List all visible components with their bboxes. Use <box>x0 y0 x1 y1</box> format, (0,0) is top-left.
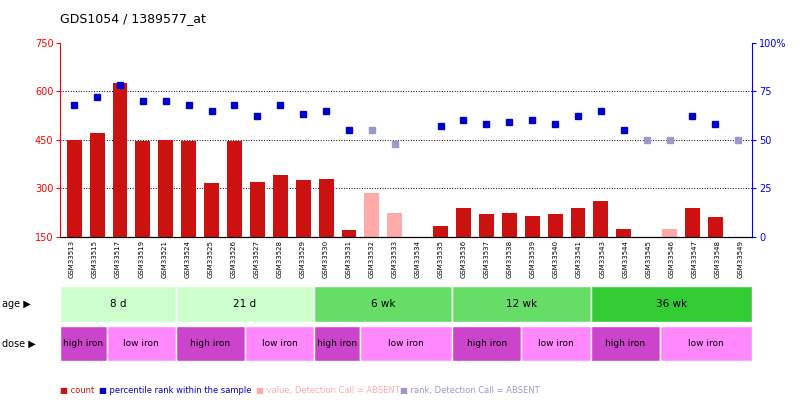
Text: GSM33539: GSM33539 <box>530 240 536 278</box>
Bar <box>525 216 539 237</box>
Text: age ▶: age ▶ <box>2 299 31 309</box>
Text: GSM33533: GSM33533 <box>392 240 397 278</box>
Text: GSM33527: GSM33527 <box>253 240 260 278</box>
Text: GSM33538: GSM33538 <box>507 240 513 278</box>
Bar <box>227 141 242 237</box>
Text: low iron: low iron <box>688 339 724 348</box>
Bar <box>617 229 631 237</box>
Text: high iron: high iron <box>190 339 231 348</box>
Text: GSM33544: GSM33544 <box>622 240 628 278</box>
Bar <box>571 208 585 237</box>
Text: GSM33537: GSM33537 <box>484 240 490 278</box>
Text: low iron: low iron <box>123 339 159 348</box>
Bar <box>158 140 173 237</box>
Text: GSM33548: GSM33548 <box>714 240 721 278</box>
Bar <box>502 213 517 237</box>
Bar <box>685 208 700 237</box>
Bar <box>204 183 219 237</box>
Bar <box>479 214 494 237</box>
Bar <box>433 226 448 237</box>
Text: GSM33541: GSM33541 <box>576 240 582 278</box>
Text: GSM33524: GSM33524 <box>185 240 190 278</box>
Bar <box>273 175 288 237</box>
Text: 36 wk: 36 wk <box>656 299 687 309</box>
Text: GSM33536: GSM33536 <box>461 240 467 278</box>
Text: ■ percentile rank within the sample: ■ percentile rank within the sample <box>99 386 252 395</box>
Text: low iron: low iron <box>262 339 297 348</box>
Bar <box>708 217 723 237</box>
Text: GSM33549: GSM33549 <box>737 240 743 278</box>
Text: low iron: low iron <box>538 339 574 348</box>
Text: ■ value, Detection Call = ABSENT: ■ value, Detection Call = ABSENT <box>256 386 400 395</box>
Text: ■ rank, Detection Call = ABSENT: ■ rank, Detection Call = ABSENT <box>400 386 539 395</box>
Text: high iron: high iron <box>467 339 507 348</box>
Bar <box>662 229 677 237</box>
Text: 8 d: 8 d <box>110 299 127 309</box>
Bar <box>135 141 151 237</box>
Text: GSM33526: GSM33526 <box>231 240 236 278</box>
Bar <box>67 140 81 237</box>
Text: low iron: low iron <box>388 339 424 348</box>
Text: GDS1054 / 1389577_at: GDS1054 / 1389577_at <box>60 12 206 25</box>
Text: GSM33543: GSM33543 <box>599 240 605 278</box>
Text: GSM33525: GSM33525 <box>207 240 214 278</box>
Text: GSM33530: GSM33530 <box>322 240 329 278</box>
Bar <box>342 230 356 237</box>
Text: high iron: high iron <box>64 339 103 348</box>
Text: GSM33519: GSM33519 <box>138 240 144 278</box>
Bar <box>547 214 563 237</box>
Text: GSM33535: GSM33535 <box>438 240 444 278</box>
Bar <box>318 179 334 237</box>
Bar <box>731 237 746 242</box>
Bar <box>113 83 127 237</box>
Text: GSM33547: GSM33547 <box>692 240 697 278</box>
Text: GSM33529: GSM33529 <box>300 240 305 278</box>
Text: 6 wk: 6 wk <box>371 299 396 309</box>
Bar <box>181 141 196 237</box>
Text: 21 d: 21 d <box>233 299 256 309</box>
Text: GSM33513: GSM33513 <box>69 240 75 278</box>
Text: GSM33546: GSM33546 <box>668 240 675 278</box>
Text: GSM33531: GSM33531 <box>346 240 351 278</box>
Text: GSM33545: GSM33545 <box>646 240 651 278</box>
Text: 12 wk: 12 wk <box>506 299 537 309</box>
Text: GSM33528: GSM33528 <box>276 240 282 278</box>
Text: GSM33540: GSM33540 <box>553 240 559 278</box>
Text: GSM33534: GSM33534 <box>415 240 421 278</box>
Bar <box>593 201 609 237</box>
Bar <box>89 133 105 237</box>
Text: GSM33515: GSM33515 <box>92 240 98 278</box>
Text: high iron: high iron <box>605 339 646 348</box>
Text: GSM33532: GSM33532 <box>368 240 375 278</box>
Text: high iron: high iron <box>317 339 357 348</box>
Text: GSM33517: GSM33517 <box>115 240 121 278</box>
Bar <box>639 237 654 248</box>
Bar <box>456 208 471 237</box>
Text: GSM33521: GSM33521 <box>161 240 167 278</box>
Bar <box>250 182 265 237</box>
Bar <box>296 180 310 237</box>
Text: dose ▶: dose ▶ <box>2 339 35 348</box>
Bar <box>388 213 402 237</box>
Text: ■ count: ■ count <box>60 386 94 395</box>
Bar <box>364 193 380 237</box>
